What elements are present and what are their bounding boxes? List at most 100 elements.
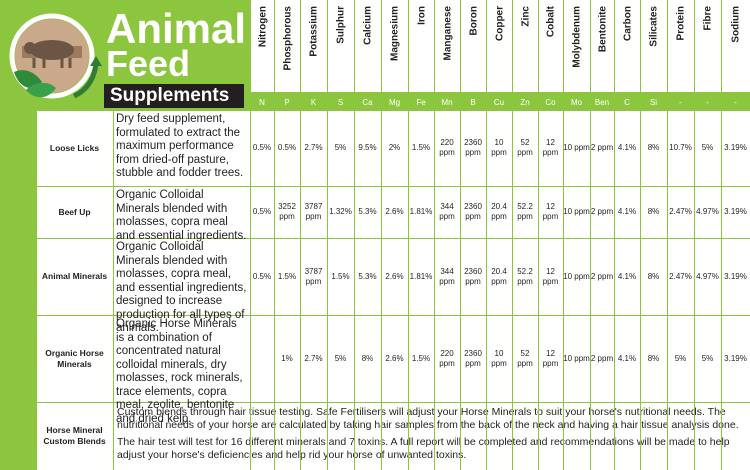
column-divider <box>274 110 275 470</box>
table-cell: 8% <box>647 143 660 152</box>
column-abbreviation: - <box>679 98 682 107</box>
column-name: Iron <box>416 6 427 25</box>
column-divider <box>538 110 539 470</box>
column-abbreviation: Co <box>545 98 556 107</box>
table-cell: 3.19% <box>724 271 747 281</box>
column-name: Copper <box>494 6 505 41</box>
column-divider <box>590 110 591 470</box>
table-cell: 2360 ppm <box>464 266 482 286</box>
column-abbreviation: Si <box>649 98 658 107</box>
table-cell: 344 ppm <box>439 202 455 221</box>
column-header-8: Boron <box>460 0 486 92</box>
table-cell: 1% <box>281 353 293 363</box>
column-abbreviation: Ben <box>594 98 610 107</box>
table-cell: 5% <box>701 143 714 152</box>
column-header-18: Sodium <box>721 0 750 92</box>
table-cell: 2.7% <box>304 143 323 152</box>
pig-leaf-arrow-icon <box>9 13 102 99</box>
table-cell: 12 ppm <box>542 348 559 368</box>
column-divider <box>512 110 513 470</box>
row-divider <box>36 238 750 239</box>
column-header-13: Bentonite <box>590 0 614 92</box>
column-abbreviation: P <box>284 98 290 107</box>
table-cell: 4.97% <box>696 271 719 281</box>
table-cell: 3252 ppm <box>278 202 296 221</box>
product-name: Animal Minerals <box>41 271 108 281</box>
column-name: Sodium <box>730 6 742 43</box>
column-divider <box>640 110 641 470</box>
column-abbreviation: - <box>706 98 709 107</box>
table-cell: 4.1% <box>617 271 637 281</box>
table-cell: 220 ppm <box>439 348 455 368</box>
table-cell <box>250 315 274 402</box>
table-cell: 2.6% <box>385 207 404 216</box>
table-cell: 20.4 ppm <box>491 202 507 221</box>
column-divider <box>327 110 328 470</box>
product-name: Beef Up <box>58 206 91 217</box>
table-cell: 3787 ppm <box>304 202 323 221</box>
column-header-3: Sulphur <box>327 0 354 92</box>
column-abbreviation: Mo <box>570 98 583 107</box>
column-divider <box>250 110 251 470</box>
column-abbreviation: - <box>734 98 737 107</box>
table-cell: 52.2 ppm <box>517 202 533 221</box>
table-cell: 1.5% <box>411 353 431 363</box>
column-divider <box>614 110 615 470</box>
column-abbreviation: B <box>470 98 476 107</box>
table-cell: 0.5% <box>252 207 272 216</box>
column-divider <box>36 110 37 470</box>
table-cell: 2.6% <box>385 271 404 281</box>
column-header-6: Iron <box>408 0 434 92</box>
column-header-0: Nitrogen <box>250 0 274 92</box>
column-name: Cobalt <box>545 6 557 38</box>
table-cell: 2.6% <box>385 353 404 363</box>
column-name: Zinc <box>520 6 531 27</box>
column-name: Bentonite <box>597 6 608 53</box>
column-abbreviation: Mn <box>441 98 453 107</box>
column-name: Calcium <box>362 6 374 45</box>
nutrient-table: Horse Mineral Custom Blends Custom blend… <box>36 110 750 470</box>
table-cell: 3.19% <box>724 207 747 216</box>
table-cell: 1.5% <box>411 143 431 152</box>
column-name: Carbon <box>622 6 633 41</box>
column-header-16: Protein <box>667 0 694 92</box>
table-cell: 5% <box>334 353 347 363</box>
column-name: Phosphorous <box>282 6 293 71</box>
column-header-11: Cobalt <box>538 0 563 92</box>
table-cell: 10.7% <box>669 143 692 152</box>
column-name: Sulphur <box>335 6 347 44</box>
table-cell: 52.2 ppm <box>517 266 533 286</box>
left-accent-band <box>0 110 36 470</box>
column-name: Molybdenum <box>571 6 583 68</box>
title-line-3: Supplements <box>104 84 244 108</box>
column-name: Manganese <box>442 6 453 61</box>
column-divider <box>563 110 564 470</box>
table-cell: 12 ppm <box>542 266 559 286</box>
table-cell: 2360 ppm <box>464 202 482 221</box>
column-divider <box>460 110 461 470</box>
row-divider <box>36 315 750 316</box>
column-divider <box>434 110 435 470</box>
column-name: Silicates <box>648 6 660 47</box>
table-cell: 220 ppm <box>439 138 455 157</box>
row-divider <box>36 110 750 111</box>
column-abbreviation: Mg <box>388 98 401 107</box>
table-cell: 0.5% <box>277 143 297 152</box>
custom-blend-description: Custom blends through hair tissue testin… <box>117 406 747 466</box>
row-divider <box>36 186 750 187</box>
column-header-1: Phosphorous <box>274 0 300 92</box>
column-header-7: Manganese <box>434 0 460 92</box>
column-name: Magnesium <box>389 6 401 62</box>
table-cell: 9.5% <box>358 143 377 152</box>
column-header-15: Silicates <box>640 0 667 92</box>
product-name: Loose Licks <box>49 142 100 153</box>
table-cell: 3787 ppm <box>304 266 323 286</box>
custom-paragraph-2: The hair test will test for 16 different… <box>117 436 730 461</box>
table-cell: 10 ppm <box>563 353 590 363</box>
table-cell: 0.5% <box>252 143 272 152</box>
table-cell: 1.32% <box>329 207 352 216</box>
product-description: Dry feed supplement, formulated to extra… <box>116 113 244 179</box>
product-name: Organic Horse Minerals <box>45 347 104 369</box>
column-name: Fibre <box>702 6 714 31</box>
table-cell: 2 ppm <box>590 143 614 152</box>
